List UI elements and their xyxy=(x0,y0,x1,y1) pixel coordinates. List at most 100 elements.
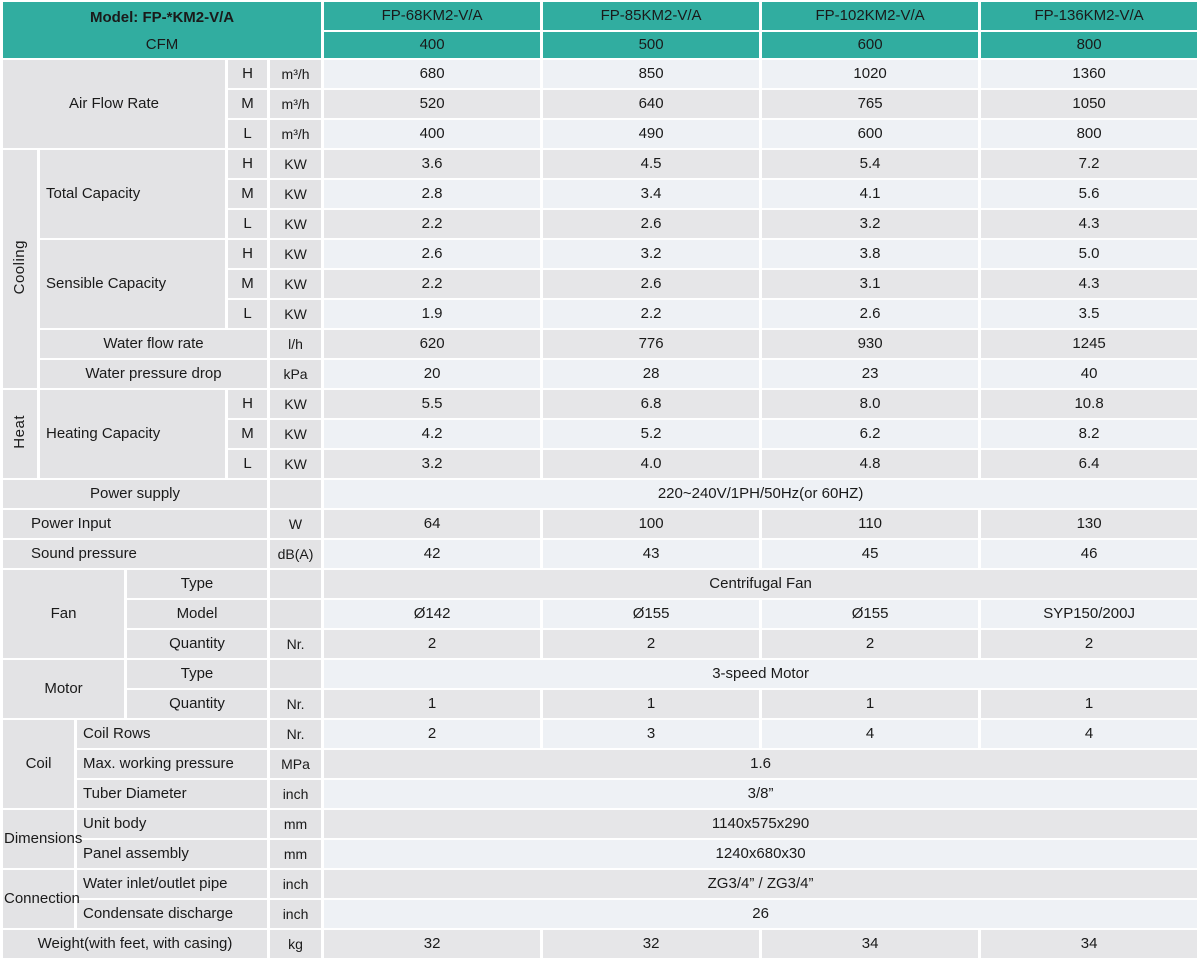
sensible-capacity-l-unit: KW xyxy=(270,300,322,328)
max-working-pressure-label: Max. working pressure xyxy=(77,750,267,778)
condensate-discharge-unit: inch xyxy=(270,900,322,928)
total-capacity-l-value-0: 2.2 xyxy=(324,210,541,238)
air-flow-h-value-3: 1360 xyxy=(981,60,1198,88)
tube-diameter-label: Tuber Diameter xyxy=(77,780,267,808)
unit-body-value: 1140x575x290 xyxy=(324,810,1198,838)
sensible-capacity-l-value-1: 2.2 xyxy=(543,300,760,328)
sound-pressure-value-3: 46 xyxy=(981,540,1198,568)
heating-capacity-l-speed: L xyxy=(228,450,267,478)
fan-model-value-2: Ø155 xyxy=(762,600,979,628)
heating-capacity-l-value-1: 4.0 xyxy=(543,450,760,478)
heating-capacity-m-speed: M xyxy=(228,420,267,448)
motor-quantity-unit: Nr. xyxy=(270,690,322,718)
power-input-value-0: 64 xyxy=(324,510,541,538)
coil-rows-value-0: 2 xyxy=(324,720,541,748)
heating-capacity-h-speed: H xyxy=(228,390,267,418)
heating-capacity-h-unit: KW xyxy=(270,390,322,418)
air-flow-l-speed: L xyxy=(228,120,267,148)
coil-rows-value-1: 3 xyxy=(543,720,760,748)
water-pressure-drop-value-0: 20 xyxy=(324,360,541,388)
sensible-capacity-h-unit: KW xyxy=(270,240,322,268)
total-capacity-h-speed: H xyxy=(228,150,267,178)
sensible-capacity-l-value-2: 2.6 xyxy=(762,300,979,328)
heating-capacity-l-unit: KW xyxy=(270,450,322,478)
max-working-pressure-unit: MPa xyxy=(270,750,322,778)
total-capacity-m-value-0: 2.8 xyxy=(324,180,541,208)
heating-capacity-h-value-3: 10.8 xyxy=(981,390,1198,418)
motor-quantity-label: Quantity xyxy=(127,690,267,718)
power-supply-value: 220~240V/1PH/50Hz(or 60HZ) xyxy=(324,480,1198,508)
total-capacity-l-unit: KW xyxy=(270,210,322,238)
air-flow-h-value-1: 850 xyxy=(543,60,760,88)
air-flow-l-value-3: 800 xyxy=(981,120,1198,148)
total-capacity-h-value-1: 4.5 xyxy=(543,150,760,178)
total-capacity-m-speed: M xyxy=(228,180,267,208)
sensible-capacity-m-value-0: 2.2 xyxy=(324,270,541,298)
air-flow-m-value-1: 640 xyxy=(543,90,760,118)
motor-quantity-value-0: 1 xyxy=(324,690,541,718)
water-inlet-outlet-value: ZG3/4” / ZG3/4” xyxy=(324,870,1198,898)
sensible-capacity-m-value-1: 2.6 xyxy=(543,270,760,298)
fan-model-label: Model xyxy=(127,600,267,628)
column-header-fp68: FP-68KM2-V/A xyxy=(324,2,541,30)
motor-quantity-value-2: 1 xyxy=(762,690,979,718)
water-flow-rate-label: Water flow rate xyxy=(40,330,267,358)
power-input-unit: W xyxy=(270,510,322,538)
column-header-fp85: FP-85KM2-V/A xyxy=(543,2,760,30)
sound-pressure-label: Sound pressure xyxy=(3,540,267,568)
air-flow-m-speed: M xyxy=(228,90,267,118)
model-header-label: Model: FP-*KM2-V/A xyxy=(89,9,235,27)
fan-group-label: Fan xyxy=(3,570,124,658)
motor-type-value: 3-speed Motor xyxy=(324,660,1198,688)
heating-capacity-l-value-3: 6.4 xyxy=(981,450,1198,478)
power-input-value-2: 110 xyxy=(762,510,979,538)
panel-assembly-unit: mm xyxy=(270,840,322,868)
power-input-value-1: 100 xyxy=(543,510,760,538)
sensible-capacity-m-unit: KW xyxy=(270,270,322,298)
sound-pressure-value-2: 45 xyxy=(762,540,979,568)
total-capacity-m-value-2: 4.1 xyxy=(762,180,979,208)
heat-group-cell: Heat xyxy=(3,390,37,478)
water-flow-rate-value-2: 930 xyxy=(762,330,979,358)
cooling-group-cell: Cooling xyxy=(3,150,37,388)
fan-quantity-label: Quantity xyxy=(127,630,267,658)
total-capacity-m-unit: KW xyxy=(270,180,322,208)
motor-quantity-value-3: 1 xyxy=(981,690,1198,718)
sensible-capacity-l-value-0: 1.9 xyxy=(324,300,541,328)
condensate-discharge-label: Condensate discharge xyxy=(77,900,267,928)
sensible-capacity-h-value-0: 2.6 xyxy=(324,240,541,268)
fan-model-value-3: SYP150/200J xyxy=(981,600,1198,628)
sensible-capacity-label: Sensible Capacity xyxy=(40,240,225,328)
fan-type-label: Type xyxy=(127,570,267,598)
power-supply-unit-empty xyxy=(270,480,322,508)
air-flow-l-value-0: 400 xyxy=(324,120,541,148)
total-capacity-m-value-3: 5.6 xyxy=(981,180,1198,208)
water-flow-rate-value-0: 620 xyxy=(324,330,541,358)
dimensions-group-label: Dimensions xyxy=(4,830,83,848)
water-flow-rate-value-3: 1245 xyxy=(981,330,1198,358)
fan-model-value-1: Ø155 xyxy=(543,600,760,628)
cfm-value-2: 600 xyxy=(762,32,979,58)
water-pressure-drop-unit: kPa xyxy=(270,360,322,388)
tube-diameter-value: 3/8” xyxy=(324,780,1198,808)
sensible-capacity-h-value-2: 3.8 xyxy=(762,240,979,268)
heating-capacity-h-value-2: 8.0 xyxy=(762,390,979,418)
fan-model-value-0: Ø142 xyxy=(324,600,541,628)
water-pressure-drop-value-1: 28 xyxy=(543,360,760,388)
coil-rows-unit: Nr. xyxy=(270,720,322,748)
sensible-capacity-l-speed: L xyxy=(228,300,267,328)
heating-capacity-m-value-1: 5.2 xyxy=(543,420,760,448)
coil-rows-value-2: 4 xyxy=(762,720,979,748)
air-flow-m-value-3: 1050 xyxy=(981,90,1198,118)
tube-diameter-unit: inch xyxy=(270,780,322,808)
condensate-discharge-value: 26 xyxy=(324,900,1198,928)
heating-capacity-m-unit: KW xyxy=(270,420,322,448)
cfm-value-3: 800 xyxy=(981,32,1198,58)
air-flow-h-value-0: 680 xyxy=(324,60,541,88)
weight-unit: kg xyxy=(270,930,322,958)
motor-type-unit-empty xyxy=(270,660,322,688)
water-flow-rate-unit: l/h xyxy=(270,330,322,358)
total-capacity-l-value-1: 2.6 xyxy=(543,210,760,238)
air-flow-m-value-2: 765 xyxy=(762,90,979,118)
weight-value-2: 34 xyxy=(762,930,979,958)
